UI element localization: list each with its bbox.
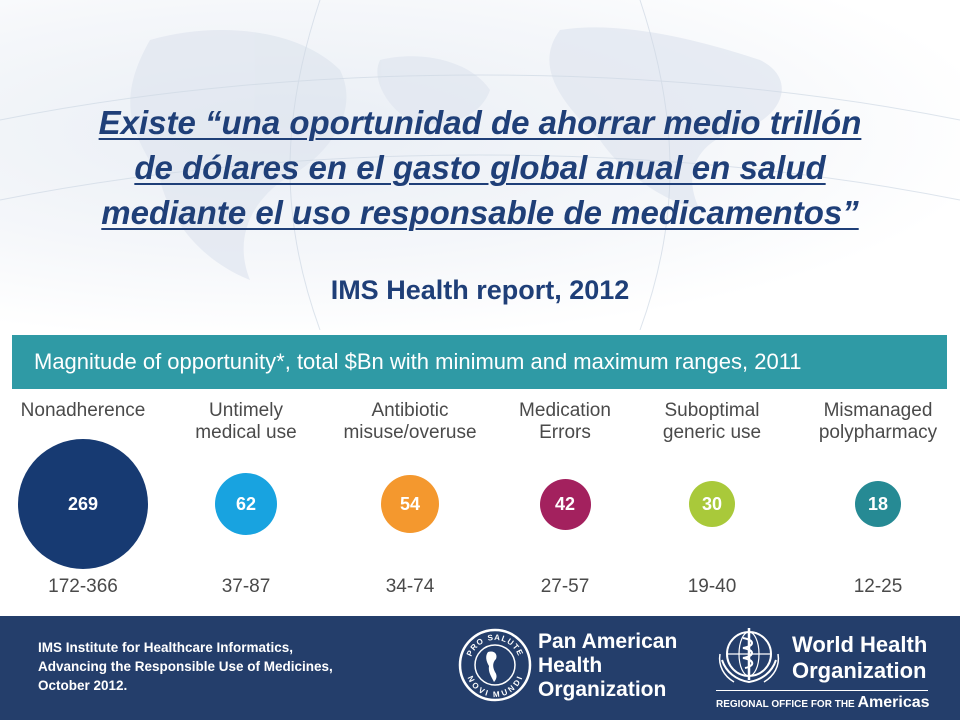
citation-line-2: Advancing the Responsible Use of Medicin… xyxy=(38,659,333,674)
value-circle: 54 xyxy=(381,475,439,533)
paho-logo: PRO SALUTE NOVI MUNDI Pan American Healt… xyxy=(458,626,698,712)
who-name: World Health Organization xyxy=(792,632,927,684)
category-label-line-1: Nonadherence xyxy=(20,400,146,421)
who-regional-small: REGIONAL OFFICE FOR THE xyxy=(716,699,855,710)
who-name-line-2: Organization xyxy=(792,658,927,683)
category-label: Untimely medical use xyxy=(166,400,326,446)
category-label-line-1: Mismanaged xyxy=(823,400,933,421)
value-circle-wrap: 18 xyxy=(798,438,958,570)
value-circle-wrap: 30 xyxy=(632,438,792,570)
citation-line-3: October 2012. xyxy=(38,678,128,693)
category-label: Nonadherence xyxy=(3,400,163,446)
category-label-line-2: misuse/overuse xyxy=(343,422,477,443)
paho-name-line-1: Pan American xyxy=(538,630,678,653)
range-label: 12-25 xyxy=(853,576,903,597)
category-label-line-2: Errors xyxy=(539,422,591,443)
infographic-banner: Magnitude of opportunity*, total $Bn wit… xyxy=(12,335,947,389)
range-label: 27-57 xyxy=(540,576,590,597)
paho-name: Pan American Health Organization xyxy=(538,630,677,702)
category-label-line-2: generic use xyxy=(662,422,762,443)
value-circle: 62 xyxy=(215,473,277,535)
category-label-line-1: Suboptimal xyxy=(664,400,760,421)
range-label: 37-87 xyxy=(221,576,271,597)
paho-name-line-3: Organization xyxy=(538,678,667,701)
who-logo: World Health Organization REGIONAL OFFIC… xyxy=(712,624,952,714)
opportunity-infographic: Magnitude of opportunity*, total $Bn wit… xyxy=(0,330,960,616)
quote-title: Existe “una oportunidad de ahorrar medio… xyxy=(40,100,920,235)
value-circle: 18 xyxy=(855,481,901,527)
category-label-line-2: polypharmacy xyxy=(818,422,938,443)
who-divider xyxy=(716,690,928,691)
value-circle-wrap: 54 xyxy=(330,438,490,570)
category-label: Suboptimal generic use xyxy=(632,400,792,446)
value-circle: 42 xyxy=(539,478,591,530)
citation-line-1: IMS Institute for Healthcare Informatics… xyxy=(38,640,294,655)
value-circle-wrap: 62 xyxy=(166,438,326,570)
range-label: 19-40 xyxy=(687,576,737,597)
who-regional-office: REGIONAL OFFICE FOR THE Americas xyxy=(716,694,930,712)
paho-seal-icon: PRO SALUTE NOVI MUNDI xyxy=(458,628,532,702)
quote-line-1: Existe “una oportunidad de ahorrar medio… xyxy=(98,104,862,141)
category-label: Antibiotic misuse/overuse xyxy=(330,400,490,446)
paho-name-line-2: Health xyxy=(538,654,603,677)
value-circle-wrap: 42 xyxy=(485,438,645,570)
category-label-line-1: Antibiotic xyxy=(371,400,449,421)
report-subtitle: IMS Health report, 2012 xyxy=(330,275,630,305)
who-regional-big: Americas xyxy=(857,694,930,711)
who-name-line-1: World Health xyxy=(792,632,928,657)
value-circle: 30 xyxy=(689,481,735,527)
category-label-line-1: Medication xyxy=(519,400,611,421)
footer-bar: IMS Institute for Healthcare Informatics… xyxy=(0,616,960,720)
quote-line-3: mediante el uso responsable de medicamen… xyxy=(101,194,859,231)
range-label: 34-74 xyxy=(385,576,435,597)
value-circle: 269 xyxy=(18,439,148,569)
category-label: Mismanaged polypharmacy xyxy=(798,400,958,446)
who-emblem-icon xyxy=(718,628,780,684)
citation: IMS Institute for Healthcare Informatics… xyxy=(38,638,428,695)
world-map-background xyxy=(0,0,960,330)
value-circle-wrap: 269 xyxy=(3,438,163,570)
quote-line-2: de dólares en el gasto global anual en s… xyxy=(134,149,826,186)
category-label: Medication Errors xyxy=(485,400,645,446)
category-label-line-1: Untimely xyxy=(209,400,283,421)
category-label-line-2: medical use xyxy=(195,422,297,443)
range-label: 172-366 xyxy=(48,576,118,597)
